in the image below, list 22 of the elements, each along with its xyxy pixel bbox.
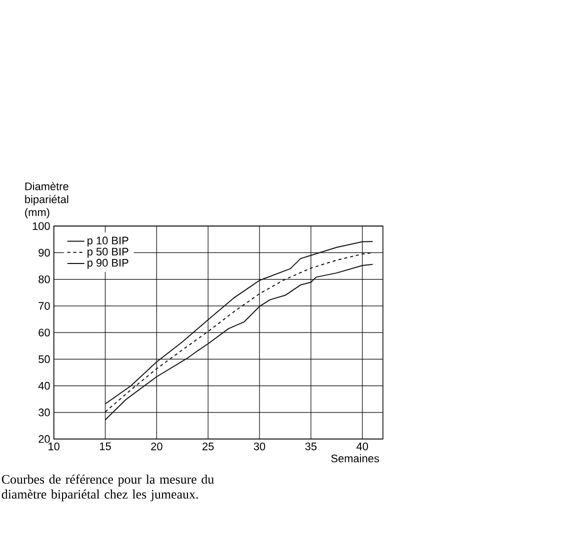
y-tick-label: 70 [38, 302, 50, 310]
x-tick-label: 10 [48, 442, 60, 451]
y-tick-label: 80 [38, 276, 50, 284]
x-tick-label: 15 [100, 442, 111, 450]
y-tick-label: 20 [38, 435, 50, 444]
y-tick-label: 50 [38, 356, 50, 364]
x-tick-label: 40 [356, 442, 368, 451]
y-tick-label: 40 [38, 382, 50, 390]
text: Courbes de référence pour la mesure du diamètre bipariétal chez les jumeaux. [2, 474, 214, 502]
legend-label: p 90 BIP [88, 259, 128, 270]
y-axis-title: Diamètre bipariétal (mm) [25, 182, 68, 219]
legend-label: p 10 BIP [88, 236, 128, 247]
x-tick-label: 35 [305, 442, 317, 451]
y-tick-label: 30 [38, 408, 50, 417]
x-tick-label: 25 [202, 442, 214, 451]
y-tick-label: 90 [38, 249, 50, 257]
y-tick-label: 100 [32, 222, 50, 230]
y-tick-label: 60 [38, 328, 50, 337]
x-tick-label: 20 [151, 442, 162, 451]
x-axis-title: Semaines [331, 454, 379, 463]
legend-label: p 50 BIP [88, 248, 128, 258]
x-tick-label: 30 [254, 442, 266, 451]
